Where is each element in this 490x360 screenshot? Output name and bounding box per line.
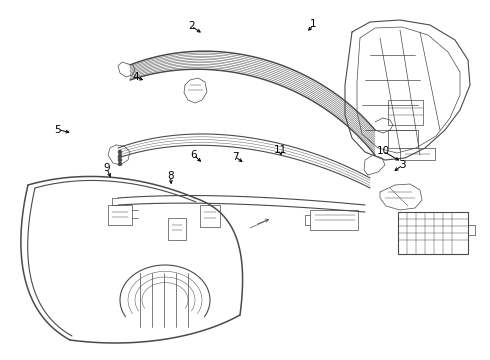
Text: 11: 11 <box>273 145 287 156</box>
Circle shape <box>119 162 122 166</box>
Text: 7: 7 <box>232 152 239 162</box>
Text: 1: 1 <box>310 19 317 30</box>
Text: 2: 2 <box>188 21 195 31</box>
Text: 3: 3 <box>399 160 406 170</box>
Circle shape <box>119 154 122 158</box>
Bar <box>400 148 435 160</box>
Text: 9: 9 <box>103 163 110 174</box>
Bar <box>310 210 358 230</box>
Bar <box>388 130 418 148</box>
Bar <box>108 205 132 225</box>
Circle shape <box>119 158 122 162</box>
Text: 5: 5 <box>54 125 61 135</box>
Bar <box>388 100 423 125</box>
Text: 4: 4 <box>133 72 140 82</box>
Circle shape <box>119 150 122 153</box>
Bar <box>200 205 220 227</box>
Text: 6: 6 <box>190 150 197 160</box>
FancyArrowPatch shape <box>258 219 269 224</box>
Text: 8: 8 <box>167 171 174 181</box>
Text: 10: 10 <box>377 146 390 156</box>
Bar <box>398 212 468 254</box>
Bar <box>168 218 186 240</box>
